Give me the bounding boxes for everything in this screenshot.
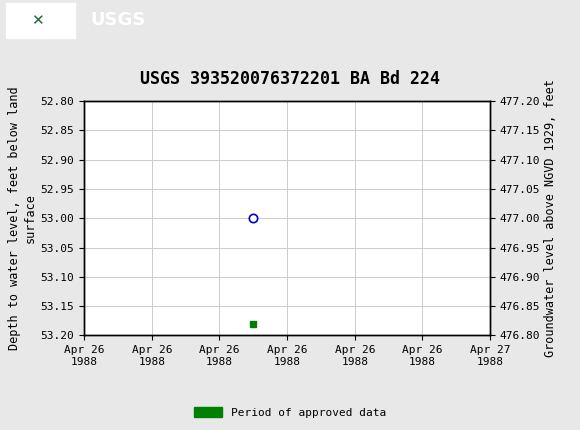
Text: ✕: ✕: [31, 13, 44, 28]
Y-axis label: Depth to water level, feet below land
surface: Depth to water level, feet below land su…: [9, 86, 37, 350]
Text: USGS: USGS: [90, 12, 145, 29]
FancyBboxPatch shape: [6, 3, 75, 37]
Y-axis label: Groundwater level above NGVD 1929, feet: Groundwater level above NGVD 1929, feet: [545, 79, 557, 357]
Text: USGS 393520076372201 BA Bd 224: USGS 393520076372201 BA Bd 224: [140, 70, 440, 88]
Legend: Period of approved data: Period of approved data: [190, 402, 390, 422]
